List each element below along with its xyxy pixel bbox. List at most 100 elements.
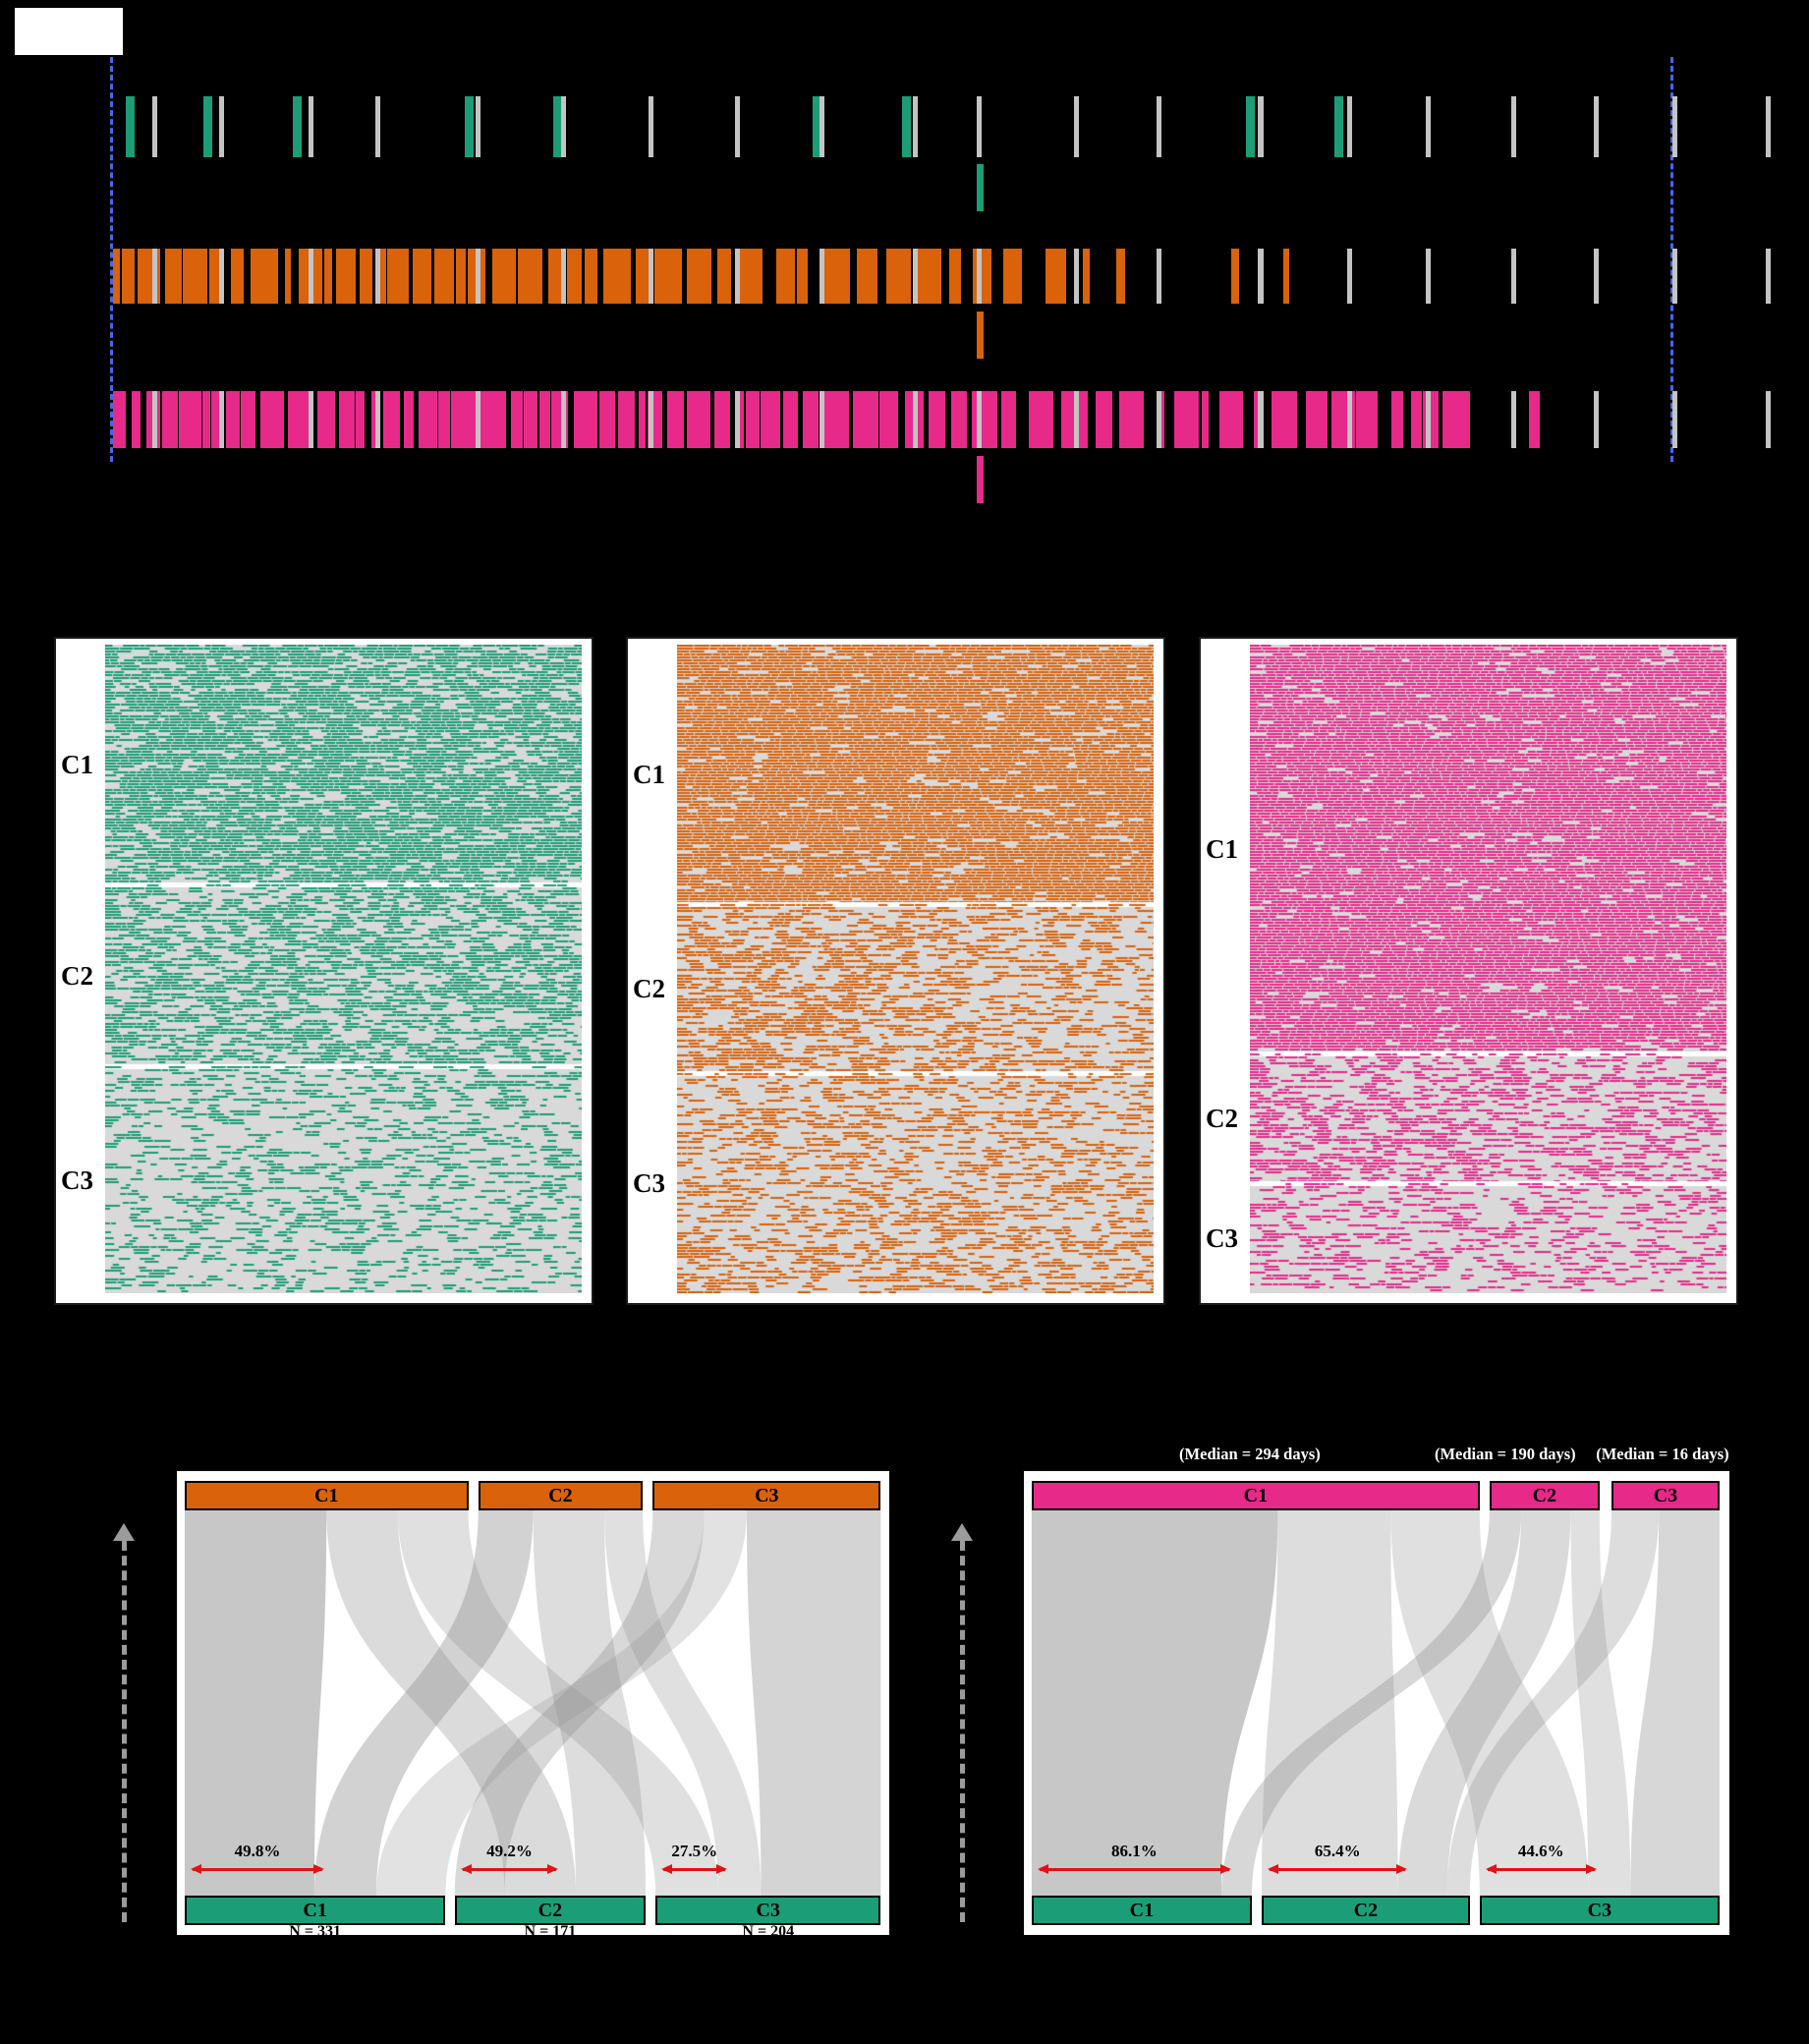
tick-mark — [219, 96, 225, 157]
tick-mark — [1095, 391, 1112, 448]
flow-ribbon — [1570, 1510, 1631, 1896]
tick-mark — [335, 249, 356, 304]
double-arrow-icon — [1267, 1864, 1407, 1874]
tick-mark — [1231, 249, 1240, 304]
tick-mark — [783, 391, 799, 448]
flow-ribbon — [1446, 1510, 1660, 1896]
tick-mark — [738, 249, 763, 304]
bar-label: C3 — [755, 1484, 779, 1506]
tick-mark — [240, 391, 256, 448]
tick-mark — [475, 249, 481, 304]
tick-mark — [914, 249, 942, 304]
tick-mark — [122, 249, 135, 304]
median-days-label-c2: (Median = 190 days) — [1434, 1445, 1576, 1463]
tick-mark — [259, 391, 284, 448]
heatmap-card-timepoint-3: C1 C2 C3 — [1199, 637, 1738, 1305]
tick-mark — [819, 96, 824, 157]
tick-mark — [717, 249, 731, 304]
n-count-label-c1: N = 331 — [289, 1923, 341, 1937]
n-count-label-c2: N = 171 — [524, 1923, 577, 1937]
tick-mark — [547, 249, 561, 304]
tick-mark — [1594, 249, 1600, 304]
tick-mark — [574, 391, 598, 448]
tick-mark — [734, 391, 740, 448]
tick-mark — [1425, 249, 1431, 304]
heatmap-card-timepoint-2: C1 C2 C3 — [626, 637, 1165, 1305]
tick-mark — [886, 249, 912, 304]
persistence-percent: 49.2% — [486, 1842, 533, 1860]
bar-label: C2 — [537, 1899, 563, 1921]
bar-label: C3 — [1653, 1484, 1678, 1506]
tick-mark — [977, 249, 983, 304]
tick-mark — [561, 96, 567, 157]
tick-mark — [1442, 391, 1471, 448]
time-arrow-line-left — [122, 1541, 127, 1922]
sankey-left-top-bar-c2: C2 — [478, 1481, 644, 1510]
flow-ribbon — [313, 1510, 534, 1896]
flow-ribbon — [184, 1510, 327, 1896]
flow-ribbon — [1630, 1510, 1720, 1896]
tick-mark — [802, 391, 819, 448]
median-days-label-c3: (Median = 16 days) — [1596, 1445, 1729, 1463]
sankey-right-bottom-bar-c3: C3 — [1479, 1896, 1720, 1925]
bar-label: C2 — [1532, 1484, 1557, 1506]
tick-mark — [653, 249, 682, 304]
tick-mark — [113, 249, 121, 304]
tick-mark — [929, 391, 946, 448]
persistence-percent: 27.5% — [671, 1842, 718, 1860]
tick-mark — [1425, 391, 1431, 448]
tick-mark — [901, 96, 911, 157]
tick-mark — [323, 249, 332, 304]
persistence-annotation-c3: 27.5% — [661, 1842, 728, 1874]
tick-mark — [1671, 391, 1677, 448]
tick-mark — [1218, 391, 1244, 448]
tick-mark — [219, 249, 225, 304]
tick-mark — [618, 391, 636, 448]
tick-mark — [1390, 391, 1403, 448]
tick-mark — [1425, 96, 1431, 157]
tick-mark — [1157, 96, 1162, 157]
tick-mark — [292, 96, 302, 157]
tick-mark — [1174, 391, 1200, 448]
tick-mark — [1766, 96, 1772, 157]
tick-mark — [524, 391, 538, 448]
flow-ribbon — [326, 1510, 576, 1896]
cluster-label-c3: C3 — [1206, 1223, 1238, 1253]
tick-mark — [1594, 391, 1600, 448]
tick-mark — [649, 391, 654, 448]
tick-mark — [1157, 391, 1162, 448]
tick-mark — [475, 391, 481, 448]
tick-mark — [151, 96, 157, 157]
tick-mark — [856, 249, 877, 304]
tick-mark — [359, 249, 372, 304]
tick-mark — [202, 391, 210, 448]
tick-mark — [638, 391, 646, 448]
persistence-annotation-c3: 44.6% — [1485, 1843, 1597, 1874]
flow-ribbon — [604, 1510, 762, 1896]
tick-mark — [225, 391, 241, 448]
tick-mark — [375, 391, 381, 448]
tick-mark — [813, 96, 822, 157]
cluster-label-c1: C1 — [61, 750, 93, 779]
tick-mark — [824, 249, 850, 304]
track-timepoint-1 — [113, 96, 1772, 157]
tick-mark — [480, 391, 507, 448]
tick-mark — [1334, 96, 1344, 157]
tick-mark — [1511, 96, 1517, 157]
flow-ribbon — [376, 1510, 747, 1896]
sankey-right-bottom-bar-c2: C2 — [1261, 1896, 1470, 1925]
tick-mark — [284, 249, 292, 304]
tick-mark — [585, 249, 598, 304]
tick-mark — [375, 96, 381, 157]
tick-mark — [1073, 96, 1079, 157]
tick-mark — [1594, 96, 1600, 157]
tick-mark — [464, 96, 474, 157]
tick-mark — [418, 391, 437, 448]
tick-mark — [734, 96, 740, 157]
tick-mark — [383, 391, 401, 448]
sankey-left-bottom-bar-c2: C2 — [454, 1896, 647, 1925]
time-arrow-line-right — [960, 1541, 965, 1922]
heatmap-canvas-timepoint-1 — [105, 645, 582, 1293]
tick-mark — [819, 249, 824, 304]
flow-ribbon — [1221, 1510, 1522, 1896]
